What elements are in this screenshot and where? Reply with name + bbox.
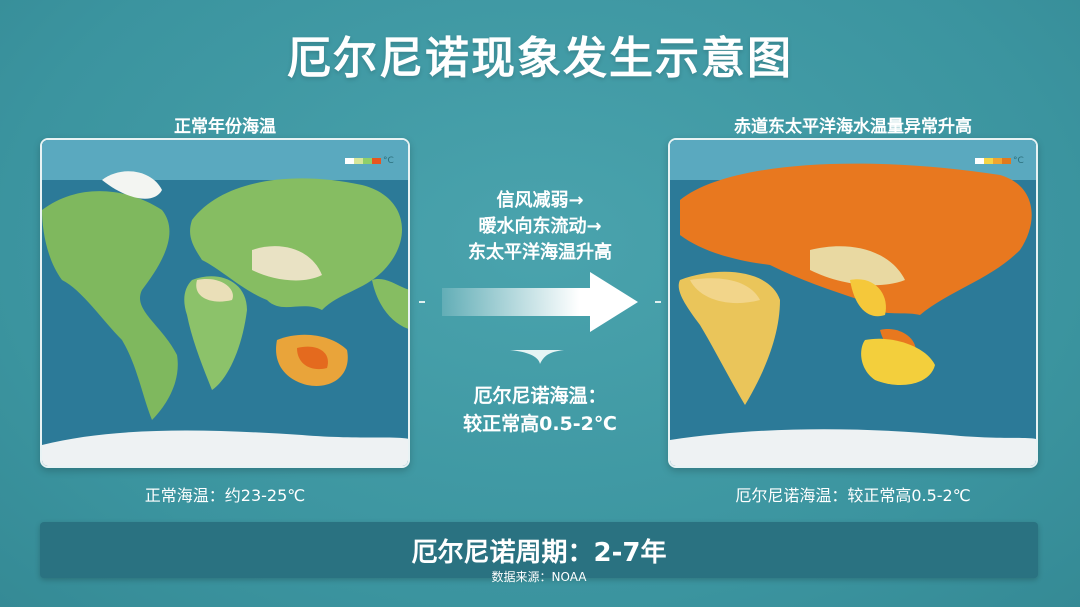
left-map-label: 正常年份海温 (174, 117, 276, 137)
legend-swatch (975, 158, 984, 164)
result-line-1: 厄尔尼诺海温： (473, 385, 607, 407)
step-3: 东太平洋海温升高 (468, 242, 612, 263)
arrow-right-icon (442, 272, 638, 332)
right-map-label: 赤道东太平洋海水温量异常升高 (734, 117, 972, 137)
legend-swatch (984, 158, 993, 164)
legend-swatch (372, 158, 381, 164)
right-caption: 厄尔尼诺海温：较正常高0.5-2℃ (735, 486, 971, 505)
left-legend: °C (345, 156, 394, 166)
left-caption: 正常海温：约23-25℃ (144, 486, 306, 505)
legend-unit: °C (1013, 156, 1024, 166)
page-title: 厄尔尼诺现象发生示意图 (287, 33, 793, 84)
normal-year-map (40, 138, 410, 468)
el-nino-period: 厄尔尼诺周期：2-7年 (411, 538, 667, 568)
process-steps: 信风减弱→ 暖水向东流动→ 东太平洋海温升高 (415, 188, 665, 266)
legend-swatch (1002, 158, 1011, 164)
step-2: 暖水向东流动→ (478, 216, 602, 237)
step-1: 信风减弱→ (496, 190, 584, 211)
legend-swatch (354, 158, 363, 164)
legend-swatch (993, 158, 1002, 164)
legend-unit: °C (383, 156, 394, 166)
legend-swatch (363, 158, 372, 164)
legend-swatch (345, 158, 354, 164)
chevron-down-icon (510, 350, 564, 364)
footer-bar (40, 522, 1038, 578)
connector-dash (655, 301, 661, 303)
el-nino-result: 厄尔尼诺海温： 较正常高0.5-2℃ (415, 382, 665, 438)
connector-dash (419, 301, 425, 303)
el-nino-map (668, 138, 1038, 468)
right-legend: °C (975, 156, 1024, 166)
result-line-2: 较正常高0.5-2℃ (463, 413, 617, 435)
data-source: 数据来源：NOAA (491, 570, 587, 584)
